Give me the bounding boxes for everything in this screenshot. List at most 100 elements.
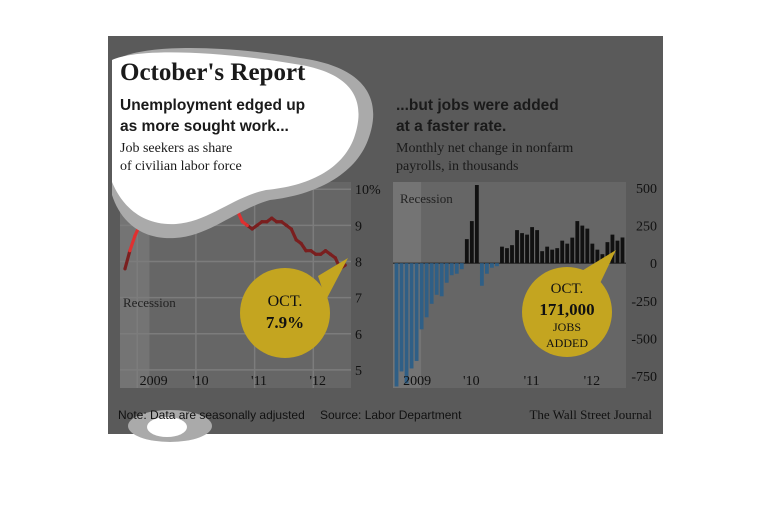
right-bar-37	[580, 225, 585, 264]
left-y-tick-3: 7	[355, 292, 362, 307]
left-data-point-33	[284, 223, 289, 227]
right-bar-1	[399, 263, 404, 372]
left-y-tick-1: 9	[355, 219, 362, 234]
left-y-tick-labels: 10% 9 8 7 6 5	[355, 183, 381, 379]
right-bar-16	[474, 185, 479, 264]
right-x-tick-2: '11	[524, 374, 540, 389]
right-callout-line3: JOBS	[553, 320, 581, 334]
highlight-blob-inner	[112, 52, 359, 225]
right-bar-24	[515, 230, 519, 264]
left-callout-pointer	[318, 258, 348, 300]
right-subtitle: Monthly net change in nonfarm	[396, 141, 573, 156]
footer-note: Note: Data are seasonally adjusted	[118, 408, 305, 422]
right-bar-39	[590, 243, 595, 264]
left-data-point-25	[245, 223, 249, 227]
left-line-segment-1	[128, 234, 137, 253]
left-callout-line1: OCT.	[268, 293, 303, 310]
right-bar-25	[520, 233, 524, 264]
right-x-tick-1: '10	[463, 374, 480, 389]
right-bar-44	[615, 240, 620, 264]
left-data-point-38	[309, 249, 313, 253]
right-x-tick-0: 2009	[403, 374, 431, 389]
right-bar-30	[545, 246, 550, 264]
left-callout: OCT. 7.9%	[240, 258, 348, 358]
right-bar-10	[444, 263, 449, 283]
right-y-tick-1: 250	[636, 220, 657, 235]
left-data-point-26	[250, 227, 254, 231]
right-y-tick-2: 0	[650, 257, 657, 272]
right-bar-4	[414, 263, 419, 361]
left-data-point-1	[128, 249, 132, 253]
right-bar-18	[484, 263, 489, 274]
right-bar-32	[555, 248, 560, 264]
left-data-point-0	[123, 267, 127, 271]
right-recession-label: Recession	[400, 191, 453, 206]
left-data-point-40	[319, 252, 323, 256]
left-y-tick-0: 10%	[355, 183, 381, 198]
right-y-tick-3: -250	[631, 295, 657, 310]
left-x-tick-labels: 2009 '10 '11 '12	[140, 374, 326, 389]
right-bar-7	[429, 263, 434, 304]
right-callout-circle	[522, 267, 612, 357]
right-bar-2	[404, 263, 409, 384]
right-y-tick-labels: 500 250 0 -250 -500 -750	[631, 182, 657, 385]
right-bar-28	[535, 230, 540, 264]
left-data-point-41	[323, 249, 328, 253]
right-bar-35	[570, 237, 575, 264]
left-subtitle-2: of civilian labor force	[120, 159, 242, 174]
right-bar-26	[525, 234, 529, 264]
left-headline: Unemployment edged up	[120, 97, 305, 114]
left-data-point-31	[275, 220, 279, 224]
right-y-tick-5: -750	[631, 370, 657, 385]
left-x-tick-2: '11	[251, 374, 267, 389]
left-data-point-32	[279, 220, 284, 224]
right-callout-line1: OCT.	[551, 281, 584, 297]
right-x-tick-labels: 2009 '10 '11 '12	[403, 374, 600, 389]
right-callout-line4: ADDED	[546, 336, 588, 350]
left-data-point-39	[314, 252, 318, 256]
right-bar-40	[595, 249, 600, 264]
left-data-point-34	[289, 227, 293, 231]
highlight-spot-inner	[147, 417, 187, 437]
left-callout-line2: 7.9%	[266, 313, 304, 332]
right-callout: OCT. 171,000 JOBS ADDED	[522, 250, 616, 357]
left-data-point-35	[294, 238, 298, 242]
right-bar-6	[424, 263, 429, 318]
left-callout-circle	[240, 268, 330, 358]
right-y-tick-0: 500	[636, 182, 657, 197]
right-bar-19	[490, 263, 494, 268]
left-data-point-27	[255, 223, 259, 227]
right-bar-42	[605, 242, 610, 264]
right-bar-8	[434, 263, 439, 295]
right-bar-43	[610, 234, 615, 264]
left-line-segment-0	[123, 249, 132, 271]
left-line-segment-34	[289, 227, 298, 242]
right-x-tick-3: '12	[584, 374, 601, 389]
right-bar-29	[540, 251, 545, 264]
left-headline-2: as more sought work...	[120, 118, 289, 135]
right-bar-3	[409, 263, 414, 369]
left-subtitle: Job seekers as share	[120, 141, 232, 156]
right-bar-31	[550, 249, 555, 264]
right-bar-33	[560, 240, 565, 264]
right-headline-2: at a faster rate.	[396, 118, 506, 135]
right-bar-0	[394, 263, 399, 387]
left-data-point-29	[265, 220, 269, 224]
left-data-point-43	[333, 256, 337, 260]
right-bar-13	[459, 263, 464, 270]
left-recession-label: Recession	[123, 295, 176, 310]
right-bar-21	[500, 246, 504, 264]
left-y-tick-2: 8	[355, 256, 362, 271]
left-data-point-2	[133, 234, 137, 238]
right-bar-22	[505, 248, 509, 264]
left-data-point-30	[270, 216, 274, 220]
right-bar-12	[454, 263, 459, 274]
right-bar-5	[419, 263, 424, 330]
right-bar-23	[510, 245, 514, 264]
footer-source: Source: Labor Department	[320, 408, 462, 422]
right-bar-45	[620, 237, 625, 264]
left-data-point-42	[328, 252, 333, 256]
right-bar-14	[464, 239, 469, 264]
right-bar-20	[495, 263, 499, 267]
right-bar-38	[585, 228, 590, 264]
